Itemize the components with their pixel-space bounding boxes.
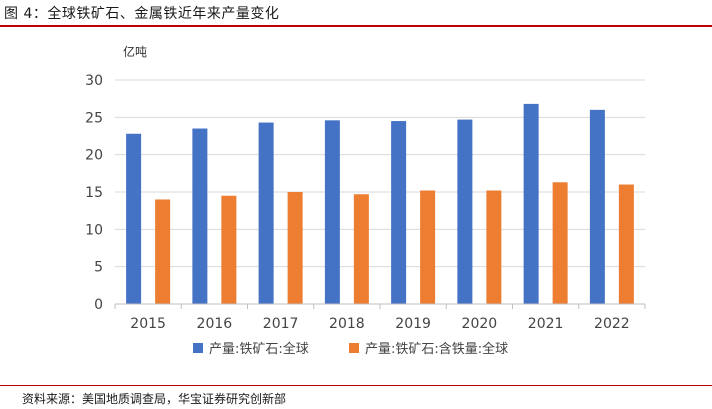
legend-swatch	[349, 343, 359, 353]
x-axis-ticks: 2015 2016 2017 2018 2019 2020 2021 2022	[114, 304, 646, 332]
y-tick-label: 10	[85, 222, 103, 238]
y-tick-label: 5	[94, 260, 103, 276]
bar-ore-2020	[457, 119, 473, 304]
bar-ore-2016	[192, 128, 208, 304]
bar-ore-2015	[126, 133, 142, 304]
bar-iron-content-2017	[287, 192, 303, 304]
chart: 0 5 10 15 20 25 30 亿吨 2015 2016 2017 2018 2019 2020…	[85, 44, 646, 357]
bar-iron-content-2022	[618, 184, 634, 304]
bar-ore-2018	[324, 120, 340, 304]
bar-iron-content-2018	[353, 194, 369, 304]
x-tick-label: 2017	[263, 316, 299, 332]
figure-title: 图 4：全球铁矿石、金属铁近年来产量变化	[4, 6, 280, 22]
bars	[126, 103, 634, 304]
x-tick-label: 2016	[197, 316, 233, 332]
y-tick-label: 30	[85, 73, 103, 89]
legend: 产量:铁矿石:全球 产量:铁矿石:含铁量:全球	[193, 341, 508, 357]
y-tick-label: 25	[85, 110, 103, 126]
x-tick-label: 2019	[395, 316, 431, 332]
legend-swatch	[193, 343, 203, 353]
y-axis-label: 亿吨	[123, 44, 147, 59]
source-rule	[0, 385, 712, 386]
x-tick-label: 2018	[329, 316, 365, 332]
bar-iron-content-2015	[155, 199, 171, 304]
bar-ore-2017	[258, 122, 274, 304]
x-tick-label: 2020	[462, 316, 498, 332]
bar-ore-2021	[523, 103, 539, 304]
y-tick-label: 15	[85, 185, 103, 201]
x-tick-label: 2021	[528, 316, 564, 332]
bar-iron-content-2016	[221, 195, 237, 304]
source-note: 资料来源：美国地质调查局，华宝证券研究创新部	[22, 392, 287, 406]
bar-iron-content-2021	[552, 182, 568, 304]
x-tick-label: 2022	[594, 316, 630, 332]
bar-ore-2022	[589, 109, 605, 304]
y-tick-label: 0	[94, 297, 103, 313]
title-rule	[0, 25, 712, 27]
legend-label: 产量:铁矿石:全球	[209, 341, 309, 357]
y-axis-ticks: 0 5 10 15 20 25 30	[85, 73, 103, 313]
bar-iron-content-2019	[420, 190, 436, 304]
legend-label: 产量:铁矿石:含铁量:全球	[365, 341, 508, 357]
bar-ore-2019	[391, 121, 407, 304]
bar-iron-content-2020	[486, 190, 502, 304]
y-tick-label: 20	[85, 148, 103, 164]
x-tick-label: 2015	[130, 316, 166, 332]
